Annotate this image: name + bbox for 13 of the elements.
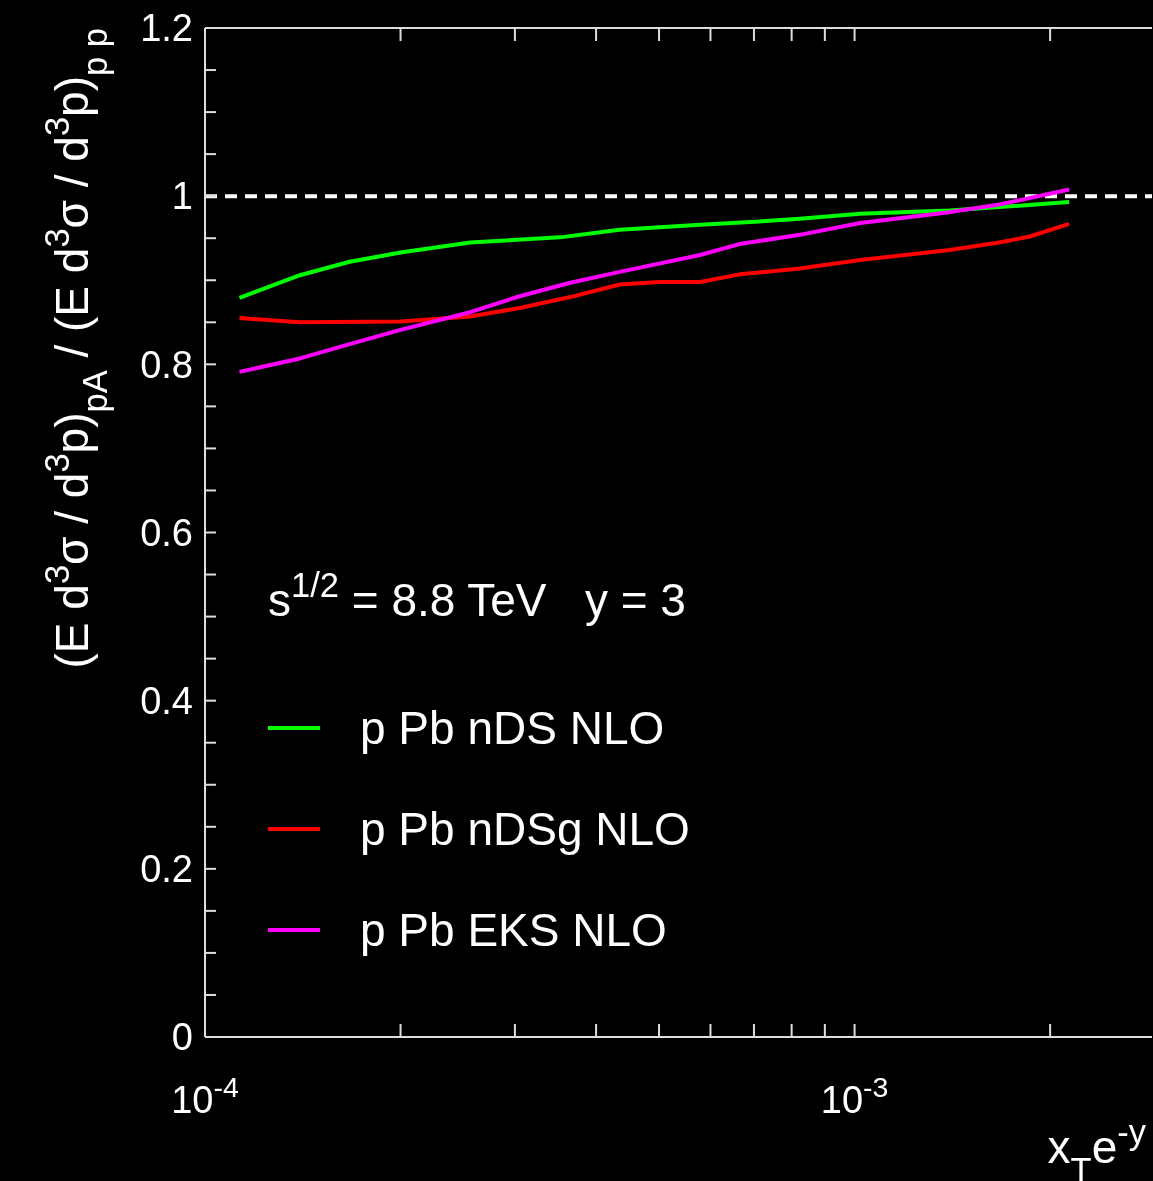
y-tick-label: 0.6 bbox=[140, 511, 193, 554]
legend-label: p Pb EKS NLO bbox=[360, 904, 667, 957]
x-tick-label: 10$^{-3}$ bbox=[820, 1071, 889, 1121]
y-tick-label: 0.4 bbox=[140, 679, 193, 722]
legend-label: p Pb nDSg NLO bbox=[360, 803, 690, 856]
x-tick-label: 10$^{-4}$ bbox=[171, 1071, 239, 1121]
y-tick-label: 0.8 bbox=[140, 343, 193, 386]
legend-label: p Pb nDS NLO bbox=[360, 702, 665, 755]
y-tick-label: 1 bbox=[171, 175, 193, 218]
y-tick-label: 1.2 bbox=[140, 7, 193, 50]
y-tick-label: 0 bbox=[171, 1016, 193, 1059]
y-tick-label: 0.2 bbox=[140, 848, 193, 891]
annotation: s$^{1/2}$ = 8.8 TeV y = 3 bbox=[268, 566, 686, 626]
